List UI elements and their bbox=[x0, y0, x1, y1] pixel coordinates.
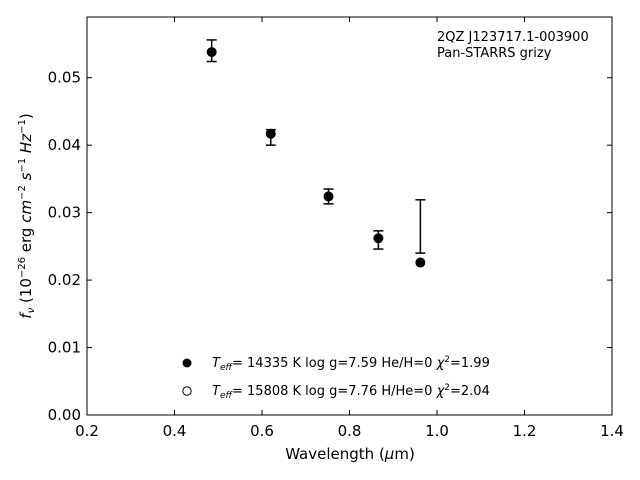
y-axis: 0.00 0.01 0.02 0.03 0.04 0.05 bbox=[48, 69, 612, 424]
x-tick-label: 0.2 bbox=[75, 422, 99, 440]
legend-marker-open bbox=[182, 386, 192, 396]
annotation-line2: Pan-STARRS grizy bbox=[437, 46, 552, 61]
y-tick-label: 0.01 bbox=[48, 339, 81, 357]
y-tick-label: 0.05 bbox=[48, 69, 81, 87]
x-axis-label: Wavelength (μm) bbox=[285, 445, 415, 463]
model-point-filled bbox=[373, 233, 384, 244]
x-tick-label: 0.8 bbox=[338, 422, 362, 440]
model-point-filled bbox=[323, 191, 334, 202]
x-tick-label: 0.4 bbox=[163, 422, 187, 440]
legend-marker-filled bbox=[182, 358, 192, 368]
y-tick-label: 0.03 bbox=[48, 204, 81, 222]
model-point-filled bbox=[206, 47, 217, 58]
x-tick-label: 1.4 bbox=[600, 422, 624, 440]
annotation-line1: 2QZ J123717.1-003900 bbox=[437, 30, 589, 45]
error-bars bbox=[206, 39, 426, 254]
legend-entry-2: Teff= 15808 K log g=7.76 H/He=0 χ2=2.04 bbox=[212, 383, 490, 401]
y-tick-label: 0.04 bbox=[48, 136, 81, 154]
y-axis-label: fν (10−26 erg cm−2 s−1 Hz−1) bbox=[17, 113, 37, 318]
x-tick-label: 1.0 bbox=[425, 422, 449, 440]
model-point-filled bbox=[415, 257, 426, 268]
model-point-filled bbox=[265, 128, 276, 139]
x-axis: 0.2 0.4 0.6 0.8 1.0 1.2 1.4 bbox=[75, 17, 624, 440]
x-tick-label: 0.6 bbox=[250, 422, 274, 440]
x-tick-label: 1.2 bbox=[513, 422, 537, 440]
legend: Teff= 14335 K log g=7.59 He/H=0 χ2=1.99 … bbox=[182, 355, 490, 401]
y-tick-label: 0.02 bbox=[48, 271, 81, 289]
legend-entry-1: Teff= 14335 K log g=7.59 He/H=0 χ2=1.99 bbox=[212, 355, 490, 373]
y-tick-label: 0.00 bbox=[48, 406, 81, 424]
data-points bbox=[206, 47, 426, 268]
